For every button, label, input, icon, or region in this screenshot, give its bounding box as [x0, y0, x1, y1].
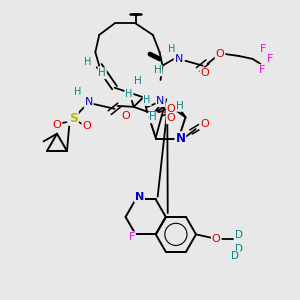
Text: H: H: [125, 89, 133, 99]
Text: O: O: [212, 234, 220, 244]
Text: N: N: [135, 192, 144, 202]
Text: H: H: [98, 68, 106, 78]
Text: O: O: [216, 49, 224, 59]
Text: O: O: [122, 111, 130, 122]
Text: F: F: [267, 54, 273, 64]
Text: H: H: [143, 95, 151, 105]
Text: H: H: [154, 65, 161, 75]
Text: N: N: [175, 54, 183, 64]
Text: F: F: [259, 65, 266, 75]
Text: O: O: [82, 121, 91, 131]
Text: O: O: [167, 104, 176, 114]
Text: N: N: [176, 132, 185, 145]
Text: H: H: [168, 44, 176, 54]
Text: H: H: [149, 112, 157, 122]
Text: F: F: [260, 44, 266, 54]
Text: F: F: [129, 232, 135, 242]
Text: O: O: [200, 119, 209, 129]
Text: H: H: [84, 57, 92, 67]
Text: O: O: [52, 120, 62, 130]
Polygon shape: [164, 110, 170, 112]
Text: S: S: [69, 112, 78, 125]
Text: H: H: [74, 88, 82, 98]
Text: O: O: [167, 113, 176, 123]
Text: N: N: [156, 96, 165, 106]
Text: H: H: [176, 101, 184, 111]
Text: N: N: [85, 97, 93, 107]
Text: H: H: [134, 76, 141, 86]
Text: D: D: [231, 251, 239, 261]
Text: O: O: [200, 68, 209, 78]
Text: D: D: [235, 244, 243, 254]
Text: D: D: [235, 230, 243, 240]
